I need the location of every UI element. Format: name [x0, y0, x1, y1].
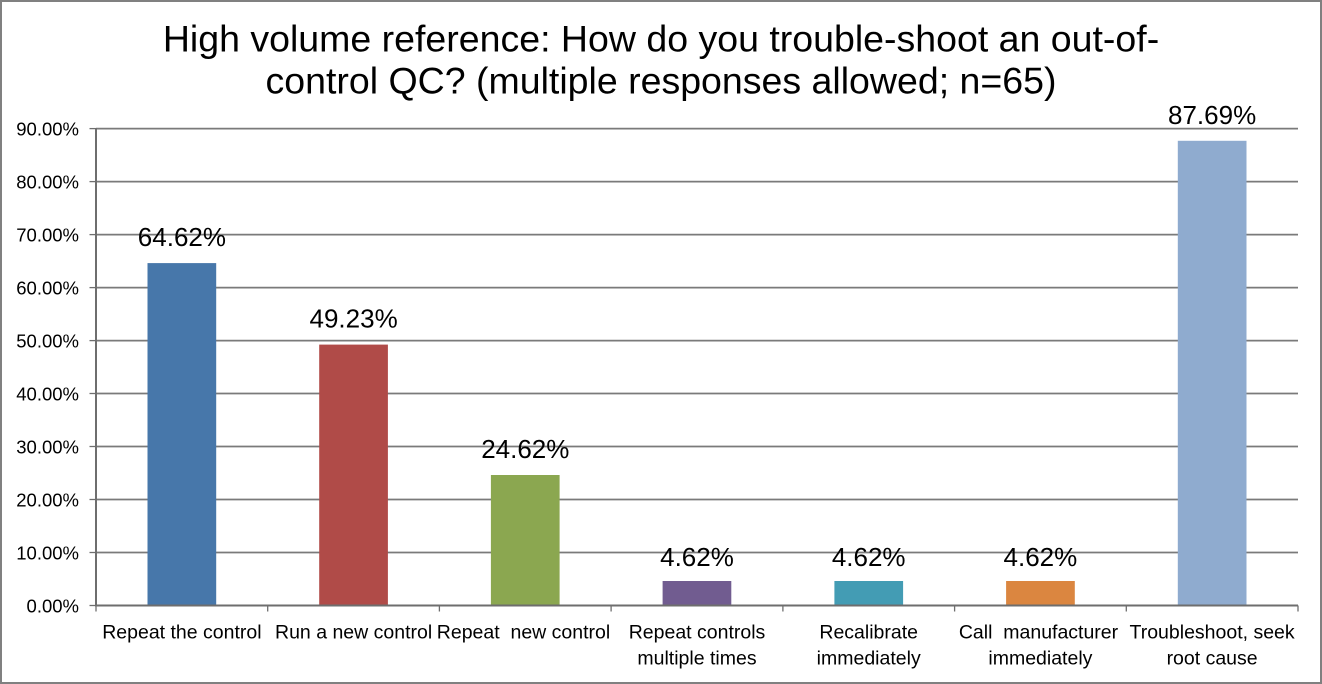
svg-text:4.62%: 4.62%	[1004, 542, 1078, 572]
svg-text:90.00%: 90.00%	[16, 118, 79, 139]
svg-text:40.00%: 40.00%	[16, 383, 79, 404]
svg-text:Call manufacturer: Call manufacturer	[959, 622, 1119, 644]
svg-text:24.62%: 24.62%	[481, 434, 569, 464]
svg-text:Troubleshoot, seek: Troubleshoot, seek	[1130, 622, 1295, 644]
svg-text:control QC? (multiple response: control QC? (multiple responses allowed;…	[265, 60, 1056, 102]
svg-text:49.23%: 49.23%	[310, 304, 398, 334]
svg-text:Run a new control: Run a new control	[275, 622, 432, 644]
svg-text:80.00%: 80.00%	[16, 171, 79, 192]
svg-text:Repeat new control: Repeat new control	[437, 622, 610, 644]
svg-text:60.00%: 60.00%	[16, 277, 79, 298]
svg-text:High volume reference: How do: High volume reference: How do you troubl…	[163, 18, 1159, 60]
svg-text:multiple times: multiple times	[637, 648, 756, 670]
svg-text:50.00%: 50.00%	[16, 330, 79, 351]
svg-text:immediately: immediately	[817, 648, 921, 670]
svg-text:immediately: immediately	[988, 648, 1092, 670]
svg-text:64.62%: 64.62%	[138, 222, 226, 252]
svg-text:root cause: root cause	[1167, 648, 1258, 670]
svg-text:30.00%: 30.00%	[16, 436, 79, 457]
svg-text:4.62%: 4.62%	[660, 542, 734, 572]
svg-text:20.00%: 20.00%	[16, 489, 79, 510]
svg-text:70.00%: 70.00%	[16, 224, 79, 245]
svg-text:4.62%: 4.62%	[832, 542, 906, 572]
svg-text:10.00%: 10.00%	[16, 542, 79, 563]
svg-text:Repeat controls: Repeat controls	[629, 622, 766, 644]
svg-text:Recalibrate: Recalibrate	[819, 622, 918, 644]
svg-text:Repeat the control: Repeat the control	[102, 622, 261, 644]
svg-text:87.69%: 87.69%	[1168, 100, 1256, 130]
svg-text:0.00%: 0.00%	[27, 595, 79, 616]
